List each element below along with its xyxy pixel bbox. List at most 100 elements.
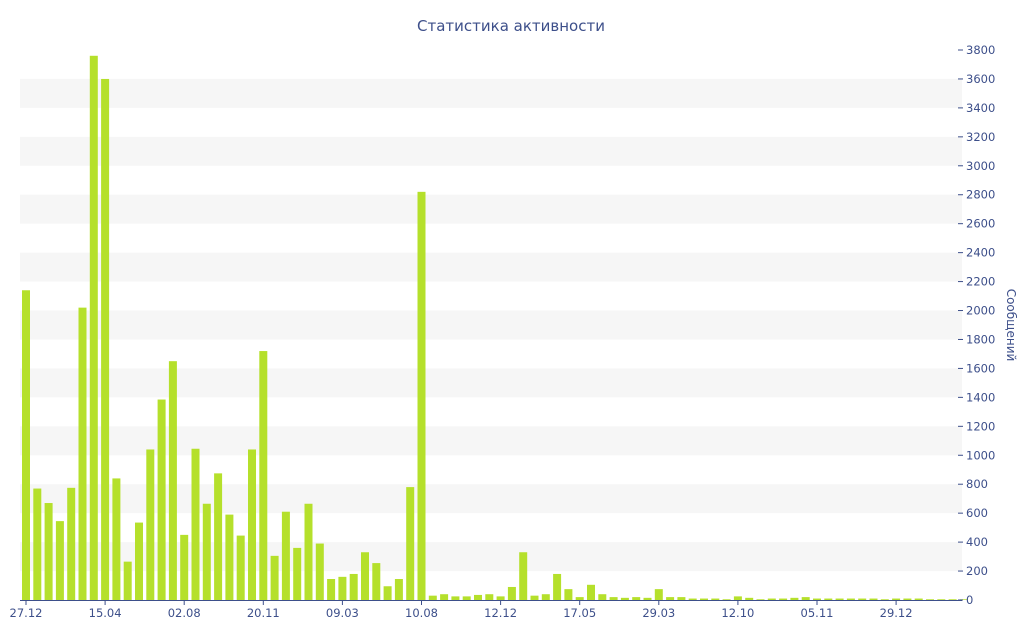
bar xyxy=(55,521,64,600)
y-tick-label: 400 xyxy=(966,535,988,549)
bar xyxy=(440,594,449,600)
grid-band xyxy=(20,252,962,282)
bar xyxy=(281,511,290,600)
bar xyxy=(259,351,268,600)
bar xyxy=(78,307,87,600)
y-tick-label: 200 xyxy=(966,564,988,578)
bar xyxy=(541,594,550,600)
y-tick-label: 1200 xyxy=(966,419,995,433)
bar xyxy=(417,191,426,600)
x-tick-label: 29.12 xyxy=(880,606,913,620)
y-axis-label: Сообщений xyxy=(1004,289,1018,362)
bar xyxy=(779,598,788,600)
bar xyxy=(361,552,369,600)
y-tick-label: 800 xyxy=(966,477,988,491)
bar xyxy=(835,598,844,600)
x-tick-label: 12.12 xyxy=(484,606,517,620)
bar xyxy=(191,448,200,600)
bar xyxy=(575,597,584,600)
bar xyxy=(959,599,968,600)
grid-band xyxy=(20,426,962,456)
bar xyxy=(609,597,618,600)
bar xyxy=(474,594,482,600)
y-tick-label: 2200 xyxy=(966,275,995,289)
bar xyxy=(530,595,539,600)
bar xyxy=(157,399,166,600)
bar xyxy=(123,561,132,600)
bar xyxy=(180,534,189,600)
bar xyxy=(767,598,776,600)
bar xyxy=(632,597,641,600)
y-tick-label: 2400 xyxy=(966,246,995,260)
y-tick-label: 2000 xyxy=(966,304,995,318)
bar xyxy=(654,589,663,600)
x-tick-label: 02.08 xyxy=(168,606,201,620)
bar xyxy=(293,547,302,600)
y-tick-label: 3800 xyxy=(966,43,995,57)
bar xyxy=(236,535,245,600)
bar xyxy=(643,597,652,600)
grid-band xyxy=(20,484,962,514)
bar xyxy=(248,449,256,600)
x-tick-label: 05.11 xyxy=(801,606,834,620)
y-tick-label: 3600 xyxy=(966,72,995,86)
x-tick-label: 29.03 xyxy=(642,606,675,620)
bar xyxy=(892,598,901,600)
bar xyxy=(937,599,946,600)
y-tick-label: 1400 xyxy=(966,390,995,404)
bar xyxy=(756,599,765,600)
bar xyxy=(587,584,595,600)
bar xyxy=(428,595,437,600)
x-tick-label: 12.10 xyxy=(721,606,754,620)
grid-bands xyxy=(20,78,962,572)
bar xyxy=(869,598,878,600)
bars xyxy=(22,55,968,601)
x-tick-label: 20.11 xyxy=(247,606,280,620)
bar xyxy=(112,478,121,600)
bar xyxy=(315,543,324,600)
bar xyxy=(67,487,76,600)
bar xyxy=(666,597,675,600)
bar xyxy=(790,597,799,600)
bar xyxy=(553,573,562,600)
bar xyxy=(89,55,98,601)
bar xyxy=(733,596,742,600)
bar xyxy=(101,78,110,600)
bar xyxy=(146,449,155,600)
bar xyxy=(688,598,697,600)
bar xyxy=(304,503,313,600)
grid-band xyxy=(20,542,962,572)
bar xyxy=(598,594,607,600)
grid-band xyxy=(20,368,962,398)
bar xyxy=(349,573,358,600)
x-axis-ticks: 27.12 15.04 02.08 20.11 09.03 10.08 12.12 17.05… xyxy=(10,600,913,620)
grid-band xyxy=(20,78,962,108)
bar xyxy=(564,589,573,600)
y-tick-label: 2600 xyxy=(966,217,995,231)
bar xyxy=(801,597,810,600)
y-tick-label: 1600 xyxy=(966,361,995,375)
x-tick-label: 09.03 xyxy=(326,606,359,620)
bar xyxy=(926,599,934,600)
bar xyxy=(462,596,471,600)
y-tick-label: 1000 xyxy=(966,448,995,462)
bar xyxy=(168,361,177,600)
y-tick-label: 0 xyxy=(966,593,973,607)
bar xyxy=(711,598,720,600)
grid-band xyxy=(20,194,962,224)
bar xyxy=(202,503,211,600)
chart-title: Статистика активности xyxy=(417,17,605,35)
bar xyxy=(903,598,912,600)
bar xyxy=(700,598,708,600)
bar xyxy=(620,597,629,600)
bar xyxy=(338,576,347,600)
bar xyxy=(394,579,403,600)
y-tick-label: 3000 xyxy=(966,159,995,173)
bar xyxy=(496,596,505,600)
bar xyxy=(948,599,957,600)
y-tick-label: 3400 xyxy=(966,101,995,115)
bar xyxy=(44,503,53,600)
bar xyxy=(214,473,223,600)
bar xyxy=(914,598,923,600)
